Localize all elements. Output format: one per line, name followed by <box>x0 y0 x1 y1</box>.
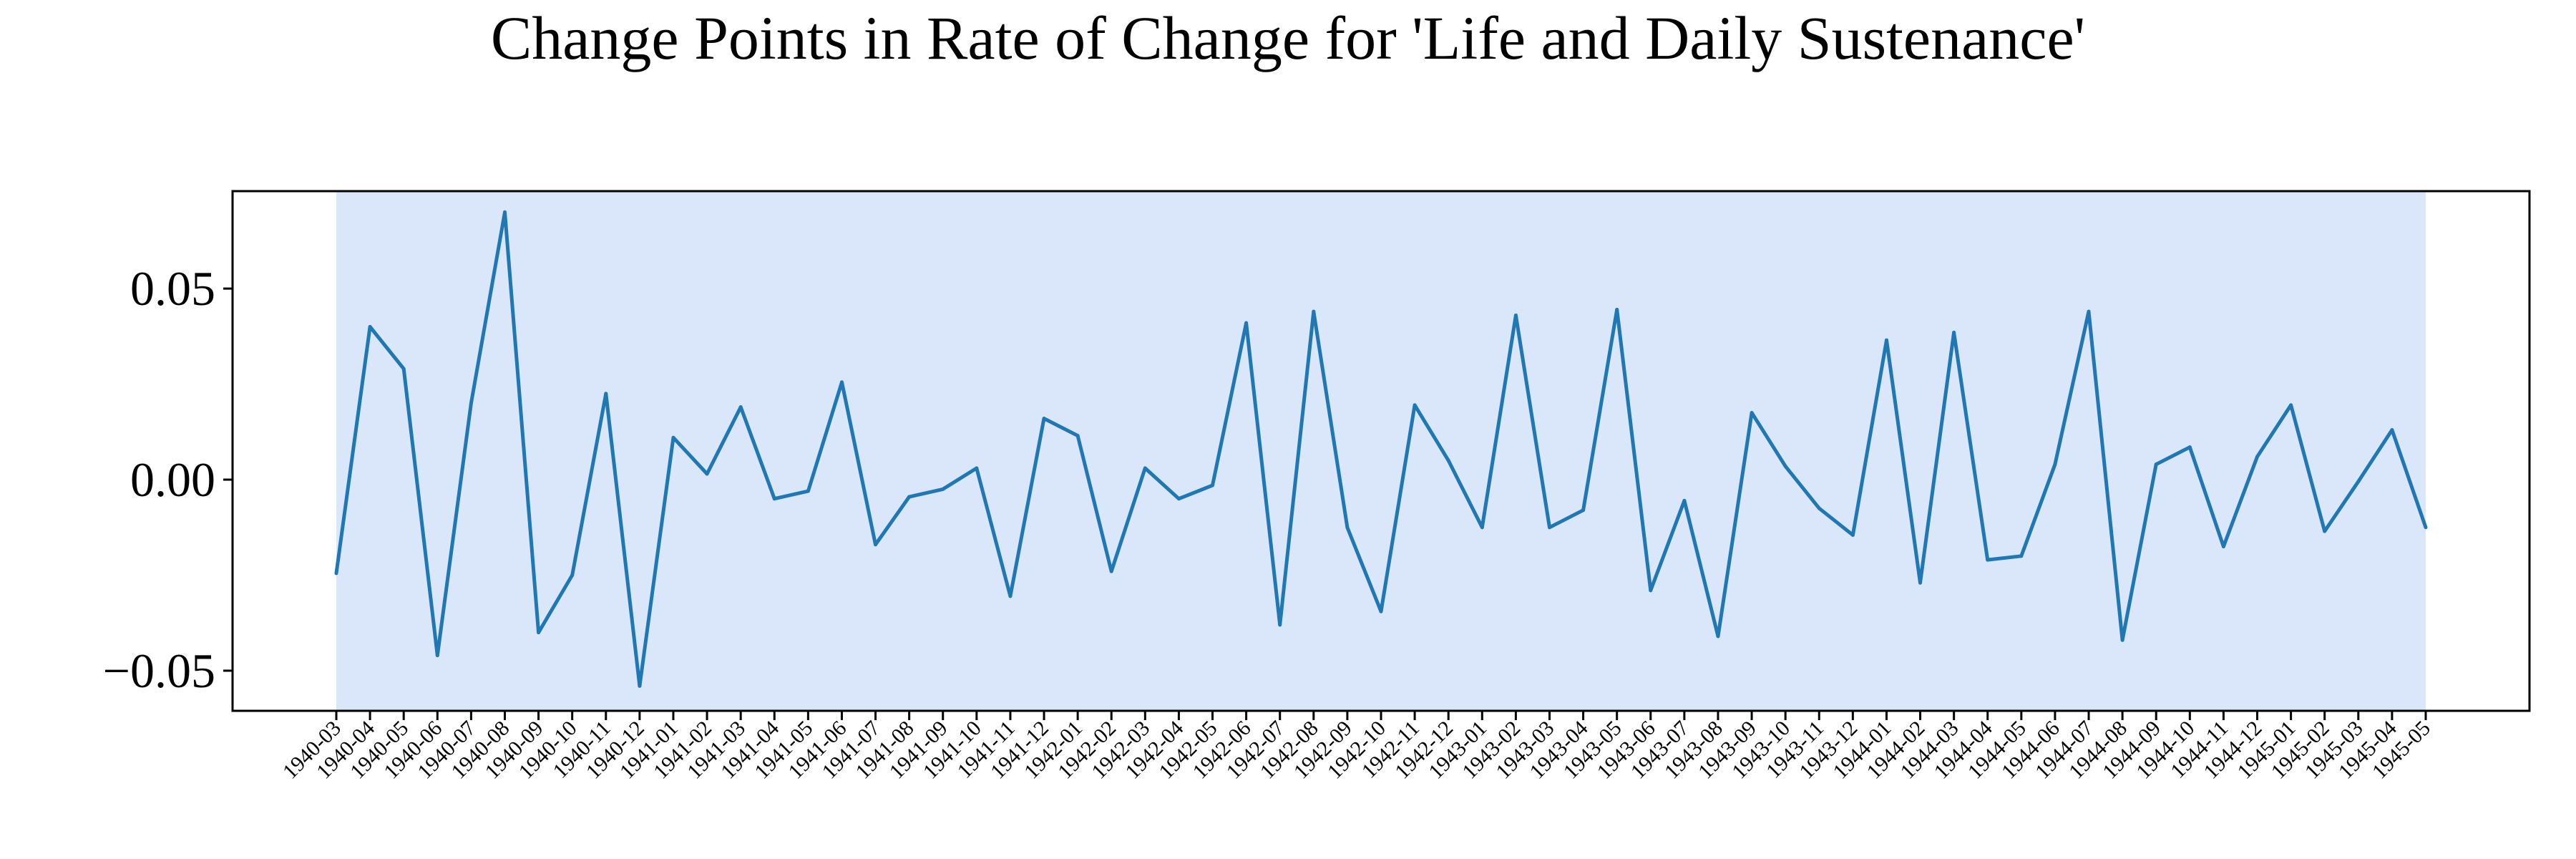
data-point <box>806 489 810 493</box>
data-point <box>1075 434 1080 438</box>
data-point <box>1312 309 1316 314</box>
data-point <box>1649 588 1653 593</box>
data-point <box>368 325 372 329</box>
data-point <box>738 405 743 409</box>
data-point <box>1345 525 1350 530</box>
y-tick-label: −0.05 <box>103 644 215 698</box>
data-point <box>2424 525 2428 530</box>
data-point <box>2154 462 2158 467</box>
data-point <box>2087 309 2091 314</box>
data-point <box>975 466 979 470</box>
data-point <box>1716 634 1720 639</box>
data-point <box>1042 417 1046 421</box>
data-point <box>2053 462 2057 467</box>
data-point <box>2390 428 2394 432</box>
data-point <box>2221 544 2225 548</box>
y-tick-label: 0.05 <box>130 261 215 316</box>
y-tick-label: 0.00 <box>130 452 215 507</box>
data-point <box>570 573 575 577</box>
data-point <box>1413 403 1417 407</box>
data-point <box>1109 569 1113 573</box>
data-point <box>1379 609 1383 613</box>
data-point <box>705 472 709 476</box>
data-point <box>671 435 675 440</box>
data-point <box>1446 458 1450 462</box>
data-point <box>1176 497 1181 501</box>
data-point <box>638 684 642 688</box>
data-point <box>435 654 439 658</box>
data-point <box>1143 466 1147 470</box>
data-point <box>1918 581 1923 585</box>
data-point <box>2019 554 2024 558</box>
data-point <box>2187 445 2192 450</box>
data-point <box>537 631 541 635</box>
data-point <box>1547 525 1551 530</box>
data-point <box>941 487 945 491</box>
data-point <box>1211 483 1215 487</box>
data-point <box>604 392 608 396</box>
data-point <box>1952 331 1956 335</box>
data-point <box>1513 313 1518 317</box>
data-point <box>401 367 406 371</box>
data-point <box>1682 498 1687 503</box>
data-point <box>1278 623 1282 627</box>
data-point <box>1986 558 1990 562</box>
data-point <box>839 380 844 384</box>
plot-area: −0.050.000.051940-031940-041940-051940-0… <box>103 190 2531 784</box>
data-point <box>907 495 912 499</box>
data-point <box>1008 594 1013 598</box>
data-point <box>2323 529 2327 533</box>
data-point <box>502 210 507 214</box>
data-point <box>1244 321 1249 325</box>
data-point <box>772 497 776 501</box>
data-point <box>2289 403 2293 407</box>
data-point <box>2120 638 2124 642</box>
data-point <box>1884 338 1888 342</box>
data-point <box>1750 411 1754 415</box>
data-point <box>2255 455 2260 459</box>
data-point <box>469 401 473 405</box>
data-point <box>1480 525 1484 530</box>
chart-title: Change Points in Rate of Change for 'Lif… <box>491 4 2085 72</box>
data-point <box>1615 307 1619 311</box>
data-point <box>1817 506 1821 510</box>
data-point <box>1581 508 1586 513</box>
data-point <box>874 543 878 547</box>
data-point <box>334 571 338 576</box>
data-point <box>2356 480 2361 484</box>
data-point <box>1850 533 1855 537</box>
change-point-region <box>336 191 2426 711</box>
data-point <box>1783 464 1787 468</box>
